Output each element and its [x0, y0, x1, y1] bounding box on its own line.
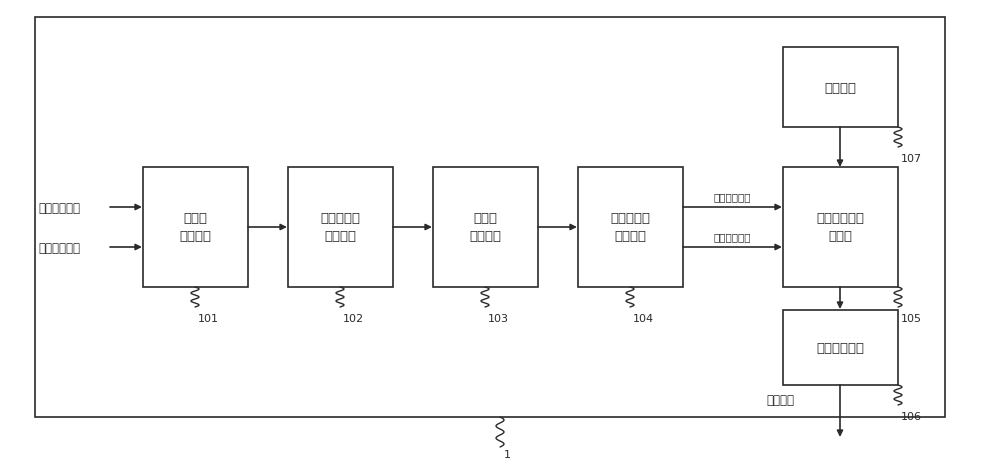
- Text: 1: 1: [504, 449, 511, 459]
- Bar: [143, 168, 248, 287]
- Text: 第一信号电压: 第一信号电压: [38, 201, 80, 214]
- Text: 差分信号转单
端单元: 差分信号转单 端单元: [816, 212, 864, 243]
- Text: 偏置单元: 偏置单元: [824, 81, 856, 94]
- Text: 电平信号: 电平信号: [766, 392, 794, 406]
- Bar: [432, 168, 538, 287]
- Text: 104: 104: [633, 313, 654, 323]
- Text: 第一级电平
转换单元: 第一级电平 转换单元: [320, 212, 360, 243]
- Bar: [35, 18, 945, 417]
- Text: 103: 103: [488, 313, 509, 323]
- Bar: [782, 48, 898, 128]
- Text: 106: 106: [901, 411, 922, 421]
- Bar: [782, 310, 898, 385]
- Text: 第二信号电压: 第二信号电压: [38, 241, 80, 254]
- Text: 第二差分信号: 第二差分信号: [714, 231, 751, 241]
- Text: 第二级
增益单元: 第二级 增益单元: [469, 212, 501, 243]
- Text: 第一级
增益单元: 第一级 增益单元: [179, 212, 211, 243]
- Text: 101: 101: [198, 313, 219, 323]
- Text: 102: 102: [343, 313, 364, 323]
- Text: 第二级电平
转换单元: 第二级电平 转换单元: [610, 212, 650, 243]
- Text: 电平输出单元: 电平输出单元: [816, 341, 864, 354]
- Bar: [782, 168, 898, 287]
- Bar: [288, 168, 392, 287]
- Text: 第一差分信号: 第一差分信号: [714, 191, 751, 202]
- Text: 105: 105: [901, 313, 922, 323]
- Text: 107: 107: [901, 154, 922, 164]
- Bar: [578, 168, 682, 287]
